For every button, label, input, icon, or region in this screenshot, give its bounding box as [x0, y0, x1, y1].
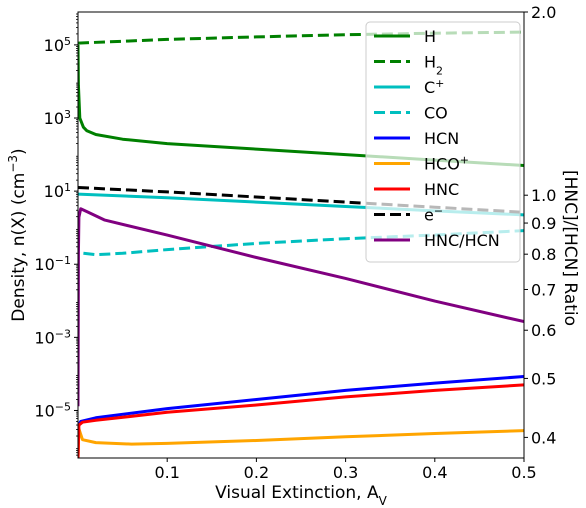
- legend-label-text: C: [424, 78, 435, 97]
- series-line-hnc: [78, 383, 524, 458]
- y-axis-label-superscript: −3: [6, 155, 20, 173]
- y2-tick-label: 0.5: [531, 369, 556, 388]
- legend-label-superscript: −: [434, 204, 443, 217]
- x-tick-label: 0.4: [422, 463, 447, 482]
- y-tick-label: 10−3: [34, 327, 71, 348]
- y-tick-label: 105: [44, 34, 71, 55]
- y2-tick-label: 1.0: [531, 186, 556, 205]
- legend-frame: [365, 21, 521, 263]
- x-axis-label: Visual Extinction, AV: [215, 483, 387, 508]
- legend-label-subscript: 2: [436, 64, 443, 77]
- y-tick-exponent: 5: [64, 34, 71, 47]
- legend-label-text: H: [424, 27, 436, 46]
- y-tick-base: 10: [44, 109, 64, 128]
- legend-label-text: HCO: [424, 155, 460, 174]
- y-axis-label: Density, n(X) (cm−3): [6, 148, 29, 321]
- y-tick-exponent: −1: [55, 254, 71, 267]
- y-tick-label: 103: [44, 108, 71, 128]
- y-tick-base: 10: [34, 255, 54, 274]
- plot-frame: [77, 11, 525, 459]
- y2-tick-label: 0.9: [531, 214, 556, 233]
- legend-label-text: HNC/HCN: [424, 231, 500, 250]
- legend-label-h: H: [424, 27, 436, 46]
- y-tick-label: 10−5: [34, 400, 71, 421]
- legend-label-eminus: e−: [424, 204, 443, 225]
- legend-label-text: HNC: [424, 180, 459, 199]
- legend-label-text: e: [424, 206, 434, 225]
- y-tick-base: 10: [44, 36, 64, 55]
- y-tick-label: 101: [44, 181, 71, 202]
- y-tick-base: 10: [44, 182, 64, 201]
- legend-label-hnc: HNC: [424, 180, 459, 199]
- series-line-h: [78, 44, 524, 167]
- legend-label-text: CO: [424, 104, 448, 123]
- legend-label-superscript: +: [460, 153, 469, 166]
- y2-tick-label: 0.6: [531, 321, 556, 340]
- legend-label-hcn: HCN: [424, 129, 459, 148]
- y-tick-base: 10: [34, 328, 54, 347]
- x-tick-label: 0.5: [511, 463, 536, 482]
- legend-label-ratio: HNC/HCN: [424, 231, 500, 250]
- legend-label-hcoplus: HCO+: [424, 153, 469, 174]
- y2-tick-label: 0.4: [531, 428, 556, 447]
- x-tick-label: 0.2: [244, 463, 269, 482]
- legend-label-cplus: C+: [424, 77, 444, 98]
- y-tick-base: 10: [34, 401, 54, 420]
- y-tick-label: 10−1: [34, 254, 71, 275]
- y2-tick-label: 0.8: [531, 245, 556, 264]
- y-tick-exponent: −3: [55, 327, 71, 340]
- series-line-ratio: [78, 207, 524, 407]
- y-tick-exponent: −5: [55, 400, 71, 413]
- x-tick-label: 0.1: [154, 463, 179, 482]
- legend-label-text: HCN: [424, 129, 459, 148]
- y-tick-exponent: 1: [64, 181, 71, 194]
- y-tick-exponent: 3: [64, 108, 71, 121]
- legend-label-h2: H2: [424, 53, 443, 78]
- series-line-hcoplus: [78, 427, 524, 458]
- x-axis-label-subscript: V: [379, 494, 388, 508]
- series-layer: [78, 30, 524, 458]
- y2-tick-label: 0.7: [531, 280, 556, 299]
- legend-label-co: CO: [424, 104, 448, 123]
- y2-tick-label: 2.0: [531, 3, 556, 22]
- legend-label-text: H: [424, 53, 436, 72]
- x-axis: 0.1 0.2 0.3 0.4 0.5: [154, 458, 537, 482]
- x-tick-label: 0.3: [333, 463, 358, 482]
- y2-axis: 2.0 1.0 0.9 0.8 0.7 0.6 0.5 0.4: [524, 3, 556, 447]
- legend-label-superscript: +: [435, 77, 444, 90]
- y2-axis-label: [HNC]/[HCN] Ratio: [560, 170, 580, 326]
